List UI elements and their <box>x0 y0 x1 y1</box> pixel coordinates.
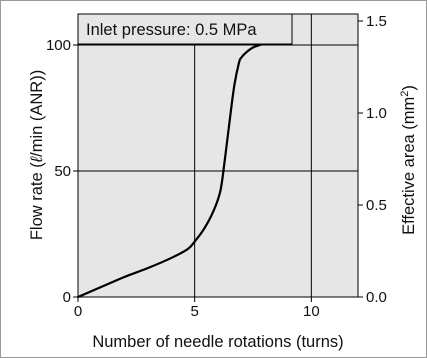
y-right-tick-label: 1.5 <box>366 13 387 30</box>
flow-curve <box>76 43 262 299</box>
y-right-tick-label: 1.0 <box>366 105 387 122</box>
x-tick-label: 0 <box>74 303 82 320</box>
y-left-tick-label: 0 <box>63 289 71 306</box>
y-right-axis-title: Effective area (mm2) <box>399 85 418 235</box>
x-tick-label: 10 <box>303 303 320 320</box>
x-tick-label: 5 <box>190 303 198 320</box>
y-left-axis-title: Flow rate (ℓ/min (ANR)) <box>28 70 46 240</box>
y-left-tick-label: 50 <box>54 163 71 180</box>
plot-area <box>78 14 358 297</box>
y-left-tick-label: 100 <box>46 37 71 54</box>
y-right-tick-label: 0.0 <box>366 289 387 306</box>
grid-lines <box>78 14 358 297</box>
annotation-box <box>77 13 293 45</box>
y-right-tick-label: 0.5 <box>366 197 387 214</box>
annotation-text: Inlet pressure: 0.5 MPa <box>86 21 257 39</box>
x-axis-title: Number of needle rotations (turns) <box>92 333 343 351</box>
